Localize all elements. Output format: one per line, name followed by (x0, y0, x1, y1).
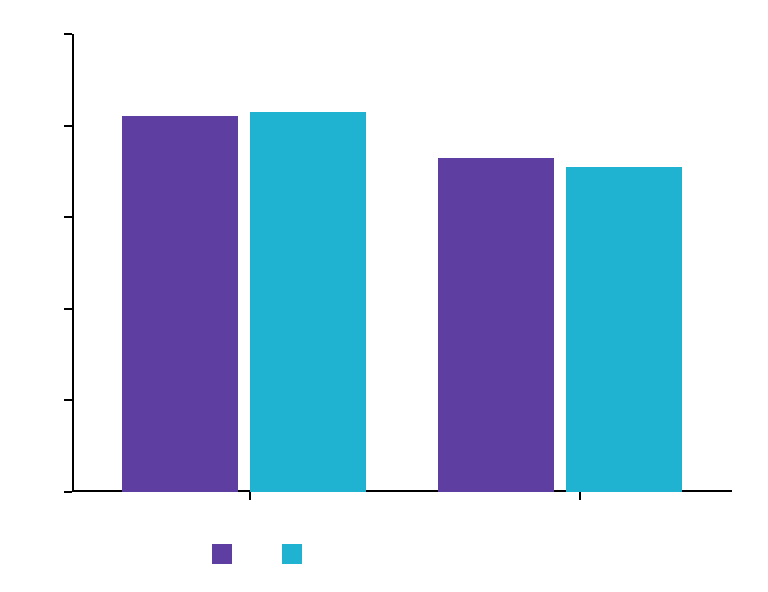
legend-item (282, 544, 302, 564)
y-tick (64, 33, 72, 35)
y-axis (72, 34, 74, 492)
bar (250, 112, 366, 492)
legend-swatch (212, 544, 232, 564)
x-tick (249, 492, 251, 500)
y-tick (64, 308, 72, 310)
y-tick (64, 399, 72, 401)
bar (566, 167, 682, 492)
bar-chart (0, 0, 768, 592)
bar (122, 116, 238, 492)
y-tick (64, 216, 72, 218)
legend-swatch (282, 544, 302, 564)
x-tick (579, 492, 581, 500)
bar (438, 158, 554, 492)
y-tick (64, 491, 72, 493)
plot-area (72, 34, 732, 492)
legend-item (212, 544, 232, 564)
y-tick (64, 125, 72, 127)
